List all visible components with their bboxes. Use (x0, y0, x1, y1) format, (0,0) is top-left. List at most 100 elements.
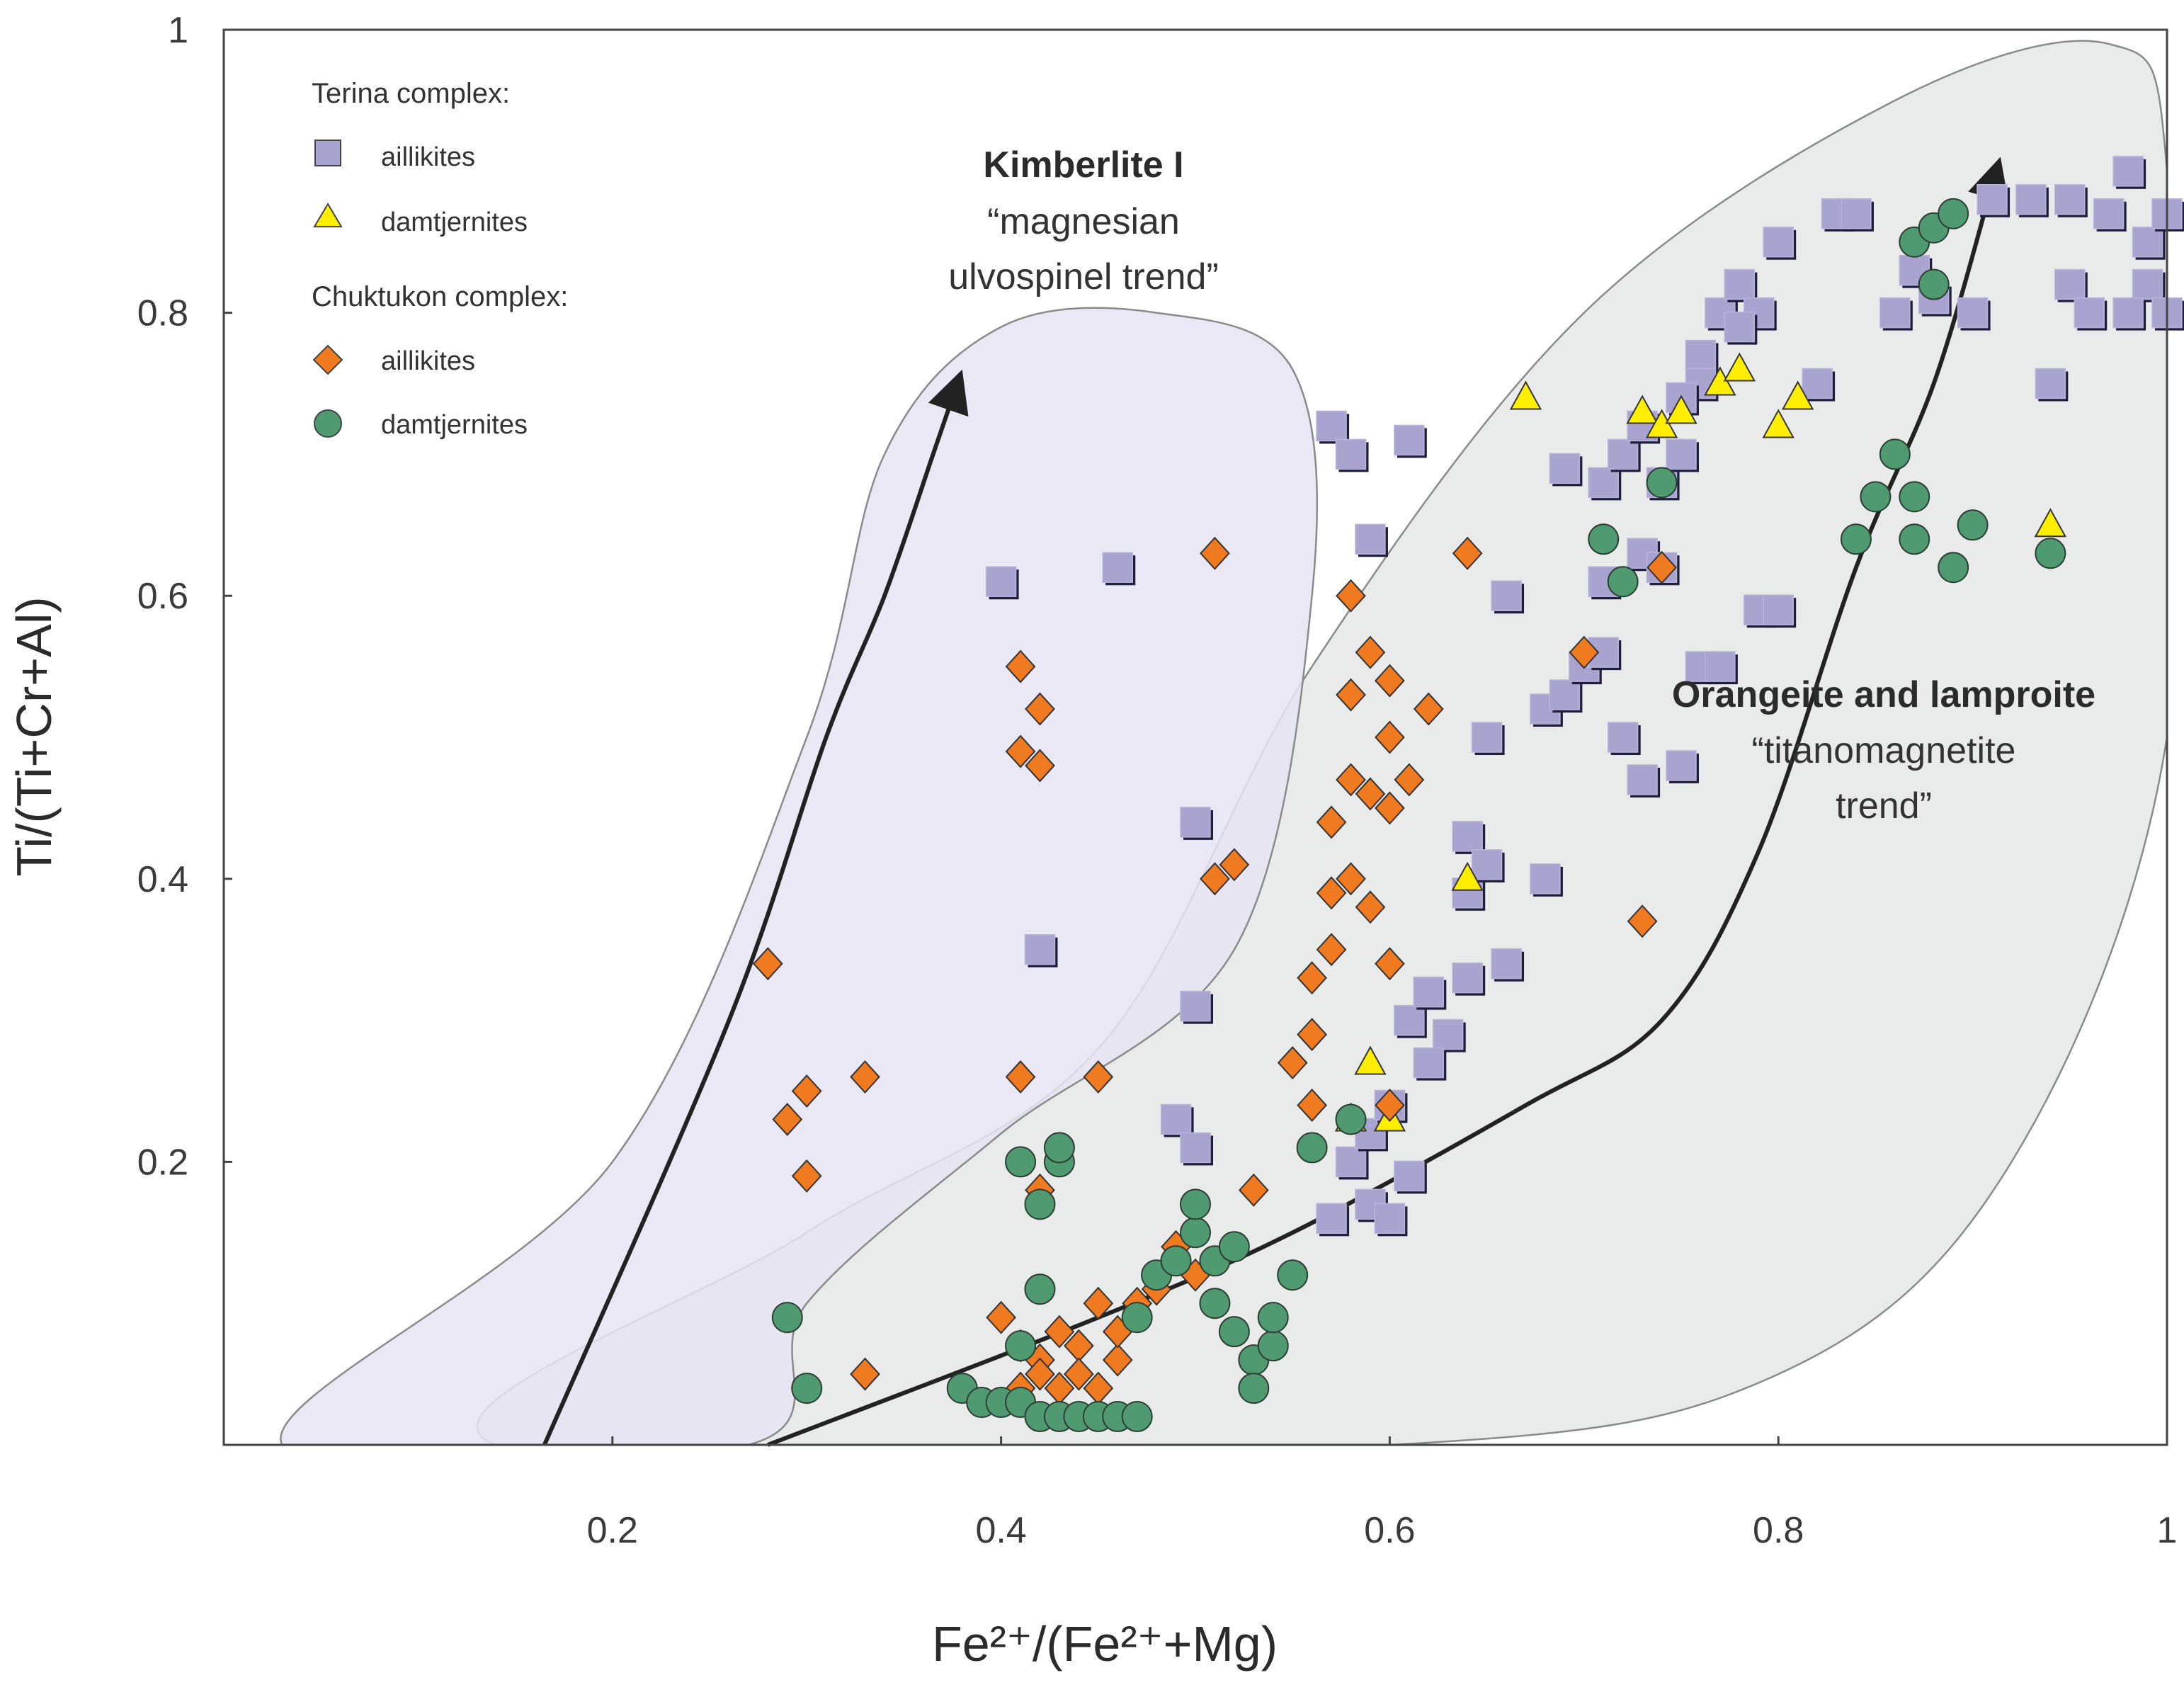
data-point-square (1879, 297, 1911, 329)
data-point-square (2112, 156, 2144, 187)
data-point-square (1491, 948, 1522, 980)
x-tick-label: 0.6 (1364, 1510, 1415, 1551)
data-point-square (1530, 863, 1561, 895)
data-point-circle (1218, 1231, 1250, 1263)
kimberlite-trend-label-2: ulvospinel trend” (948, 256, 1219, 297)
data-point-square (1102, 552, 1133, 583)
data-point-circle (1024, 1188, 1056, 1220)
kimberlite-trend-arrow (542, 369, 969, 1446)
data-point-diamond (791, 1074, 822, 1108)
data-points (752, 156, 2184, 1433)
data-point-circle (1879, 438, 1911, 470)
data-point-triangle (1762, 409, 1795, 438)
data-point-diamond (1316, 805, 1347, 839)
data-point-square (1316, 410, 1347, 442)
data-point-circle (1296, 1132, 1328, 1164)
data-point-square (1549, 679, 1581, 710)
data-point-circle (1938, 552, 1969, 584)
data-point-diamond (1375, 947, 1405, 981)
data-point-square (2054, 268, 2086, 300)
data-point-diamond (1005, 734, 1036, 768)
data-point-circle (1646, 467, 1678, 499)
data-point-square (1724, 311, 1756, 343)
data-point-square (2132, 268, 2163, 300)
y-tick-label: 0.2 (137, 1142, 188, 1183)
data-point-square (1763, 594, 1794, 625)
data-point-square (1607, 722, 1639, 753)
x-axis-ticks: 0.2 0.4 0.6 0.8 1 (587, 1436, 2178, 1551)
data-point-square (1180, 990, 1211, 1022)
legend-triangle-marker (313, 203, 343, 227)
data-point-diamond (1200, 536, 1230, 570)
y-axis-title: Ti/(Ti+Cr+Al) (6, 596, 62, 876)
data-point-diamond (772, 1102, 803, 1136)
annotations: Kimberlite I “magnesian ulvospinel trend… (948, 144, 2095, 827)
data-point-diamond (1336, 678, 1366, 712)
data-point-diamond (1355, 777, 1386, 811)
data-point-triangle (1451, 861, 1484, 891)
data-point-circle (1840, 523, 1872, 555)
orangeite-trend-label-1: “titanomagnetite (1752, 730, 2016, 771)
data-point-diamond (1375, 791, 1405, 825)
data-point-square (1413, 976, 1445, 1008)
data-point-circle (1160, 1245, 1192, 1277)
data-point-diamond (986, 1300, 1016, 1334)
data-point-circle (1005, 1330, 1037, 1362)
data-point-square (1471, 722, 1503, 753)
plot-border (222, 28, 2168, 1446)
data-point-triangle (1509, 380, 1542, 410)
x-tick-label: 0.8 (1753, 1510, 1804, 1551)
data-point-circle (1938, 198, 1969, 229)
data-point-diamond (850, 1060, 880, 1094)
data-point-diamond (1297, 1018, 1327, 1052)
y-tick-label: 0.8 (137, 293, 188, 334)
kimberlite-label: Kimberlite I (983, 144, 1183, 186)
kimberlite-trend-label-1: “magnesian (987, 201, 1180, 242)
x-tick-label: 0.4 (975, 1510, 1026, 1551)
data-point-square (1160, 1103, 1192, 1135)
data-point-diamond (1627, 904, 1658, 938)
data-point-square (1432, 1018, 1464, 1050)
data-point-circle (1024, 1273, 1056, 1305)
data-point-diamond (1355, 635, 1386, 669)
data-point-diamond (1316, 876, 1347, 910)
legend-group-title: Chuktukon complex: (312, 281, 568, 312)
data-point-square (1549, 453, 1581, 484)
data-point-diamond (1394, 763, 1425, 797)
data-point-circle (1005, 1146, 1037, 1178)
data-point-circle (1121, 1401, 1153, 1433)
data-point-square (1374, 1203, 1406, 1235)
data-point-circle (2035, 538, 2066, 569)
plot-frame (222, 28, 2168, 1446)
data-point-triangle (1781, 380, 1814, 410)
data-point-square (985, 566, 1017, 597)
data-point-circle (1238, 1373, 1270, 1404)
data-point-square (1666, 438, 1697, 470)
data-point-diamond (1025, 692, 1055, 726)
data-point-square (1841, 198, 1872, 229)
data-point-square (1180, 807, 1211, 838)
data-point-circle (1899, 523, 1930, 555)
data-point-square (1627, 764, 1658, 795)
data-point-circle (1588, 523, 1620, 555)
data-point-diamond (1569, 635, 1600, 669)
data-point-square (1588, 467, 1619, 499)
data-point-square (1413, 1047, 1445, 1079)
data-point-diamond (1044, 1315, 1075, 1349)
data-point-diamond (1083, 1060, 1114, 1094)
data-point-diamond (1336, 862, 1366, 896)
data-point-triangle (1626, 395, 1659, 424)
legend-label: aillikites (381, 346, 475, 376)
data-point-diamond (850, 1357, 880, 1391)
data-point-diamond (1336, 579, 1366, 613)
x-tick-label: 1 (2157, 1510, 2178, 1551)
orangeite-label: Orangeite and lamproite (1672, 674, 2095, 715)
data-point-circle (1277, 1259, 1309, 1291)
data-point-diamond (1083, 1286, 1114, 1320)
data-point-circle (1607, 566, 1639, 598)
data-point-square (2112, 297, 2144, 329)
y-axis-ticks: 0.2 0.4 0.6 0.8 1 (137, 10, 232, 1183)
data-point-square (1977, 184, 2008, 215)
data-point-square (2132, 226, 2163, 258)
